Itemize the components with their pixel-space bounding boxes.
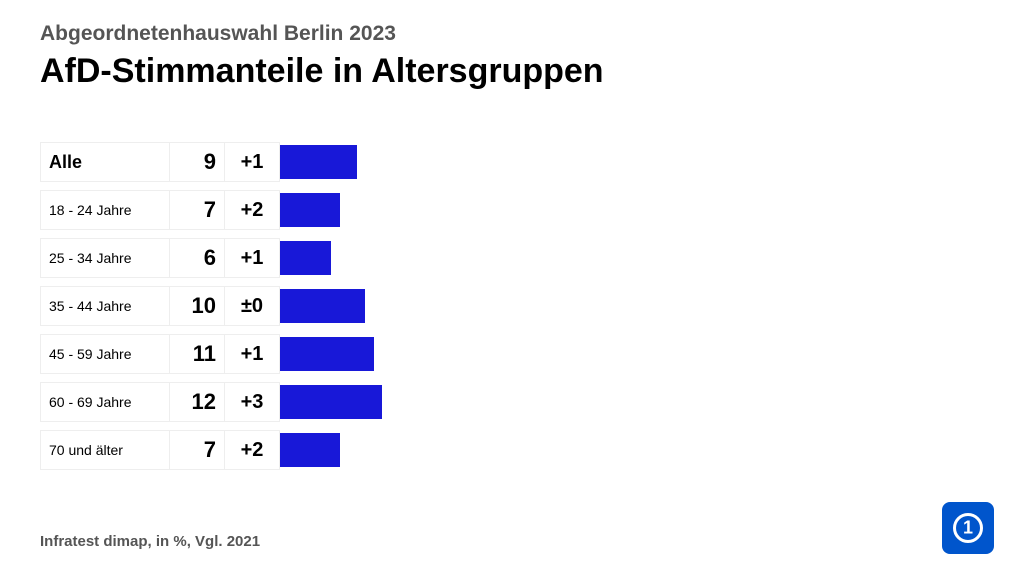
bar	[280, 193, 340, 227]
row-value: 6	[170, 238, 225, 278]
row-change: +1	[225, 238, 280, 278]
bar	[280, 145, 357, 179]
row-label: 25 - 34 Jahre	[40, 238, 170, 278]
chart-row: 25 - 34 Jahre6+1	[40, 236, 382, 280]
bar	[280, 337, 374, 371]
chart-row: 70 und älter7+2	[40, 428, 382, 472]
row-change: +2	[225, 190, 280, 230]
chart-subtitle: Abgeordnetenhauswahl Berlin 2023	[40, 22, 1024, 46]
chart-row: 18 - 24 Jahre7+2	[40, 188, 382, 232]
bar-wrap	[280, 430, 340, 470]
row-label: Alle	[40, 142, 170, 182]
row-change: ±0	[225, 286, 280, 326]
row-label: 70 und älter	[40, 430, 170, 470]
row-value: 9	[170, 142, 225, 182]
row-label: 60 - 69 Jahre	[40, 382, 170, 422]
bar	[280, 289, 365, 323]
row-change: +1	[225, 142, 280, 182]
chart-title: AfD-Stimmanteile in Altersgruppen	[40, 52, 1024, 91]
row-change: +2	[225, 430, 280, 470]
bar-wrap	[280, 190, 340, 230]
row-value: 11	[170, 334, 225, 374]
row-value: 7	[170, 190, 225, 230]
row-value: 12	[170, 382, 225, 422]
bar-wrap	[280, 382, 382, 422]
row-label: 18 - 24 Jahre	[40, 190, 170, 230]
row-change: +3	[225, 382, 280, 422]
ard-logo	[942, 502, 994, 554]
row-value: 7	[170, 430, 225, 470]
row-value: 10	[170, 286, 225, 326]
bar	[280, 241, 331, 275]
bar	[280, 433, 340, 467]
bar-wrap	[280, 142, 357, 182]
ard-logo-circle	[953, 513, 983, 543]
bar-wrap	[280, 286, 365, 326]
chart-header: Abgeordnetenhauswahl Berlin 2023 AfD-Sti…	[0, 0, 1024, 91]
chart-row: 35 - 44 Jahre10±0	[40, 284, 382, 328]
row-label: 35 - 44 Jahre	[40, 286, 170, 326]
bar	[280, 385, 382, 419]
chart-row: 45 - 59 Jahre11+1	[40, 332, 382, 376]
bar-wrap	[280, 238, 331, 278]
chart-row: Alle9+1	[40, 140, 382, 184]
chart-row: 60 - 69 Jahre12+3	[40, 380, 382, 424]
row-change: +1	[225, 334, 280, 374]
row-label: 45 - 59 Jahre	[40, 334, 170, 374]
source-footer: Infratest dimap, in %, Vgl. 2021	[40, 533, 260, 550]
bar-wrap	[280, 334, 374, 374]
bar-chart: Alle9+118 - 24 Jahre7+225 - 34 Jahre6+13…	[40, 140, 382, 476]
